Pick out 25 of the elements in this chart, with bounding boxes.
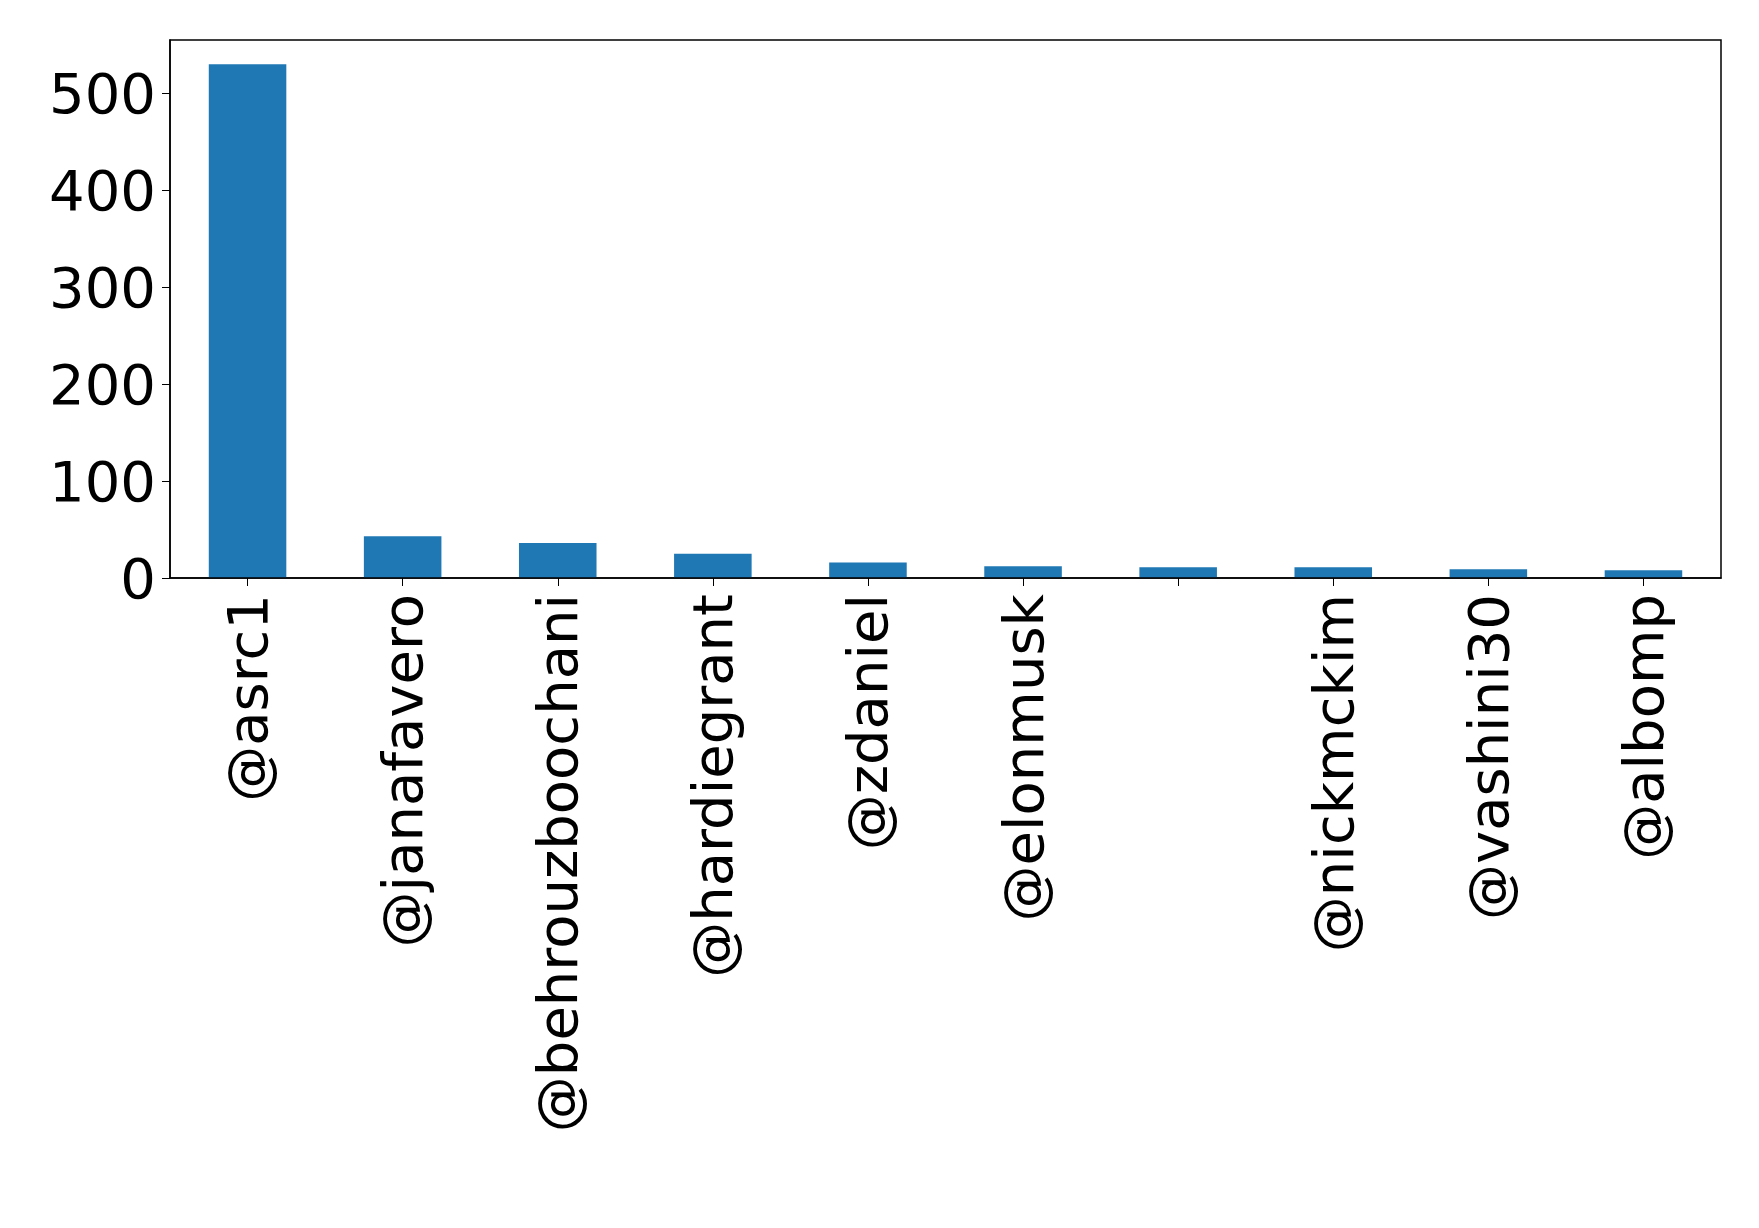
- x-tick-label: @janafavero: [370, 594, 436, 948]
- bar: [363, 536, 442, 578]
- bar: [518, 543, 597, 578]
- x-tick-label: @hardiegrant: [680, 594, 746, 978]
- x-tick-label: @vashini30: [1455, 594, 1521, 920]
- bar: [1604, 570, 1683, 578]
- x-tick-label: @zdaniel: [835, 594, 901, 851]
- bar: [674, 553, 752, 578]
- y-tick-label: 0: [120, 545, 156, 611]
- x-tick-label: @asrc1: [215, 594, 281, 802]
- bar: [208, 64, 287, 578]
- y-tick-label: 500: [49, 60, 156, 126]
- y-tick-label: 300: [49, 254, 156, 320]
- y-tick-label: 100: [49, 448, 156, 514]
- bar: [1449, 569, 1528, 578]
- bar: [1294, 567, 1373, 578]
- y-tick-label: 400: [49, 157, 156, 223]
- x-tick-label: @albomp: [1610, 594, 1676, 860]
- x-tick-label: @nickmckim: [1300, 594, 1366, 953]
- bar: [1139, 567, 1217, 578]
- bar: [984, 566, 1062, 578]
- x-tick-label: @elonmusk: [990, 593, 1056, 922]
- y-tick-label: 200: [49, 351, 156, 417]
- x-tick-label: @behrouzboochani: [525, 594, 591, 1133]
- bar: [829, 562, 907, 578]
